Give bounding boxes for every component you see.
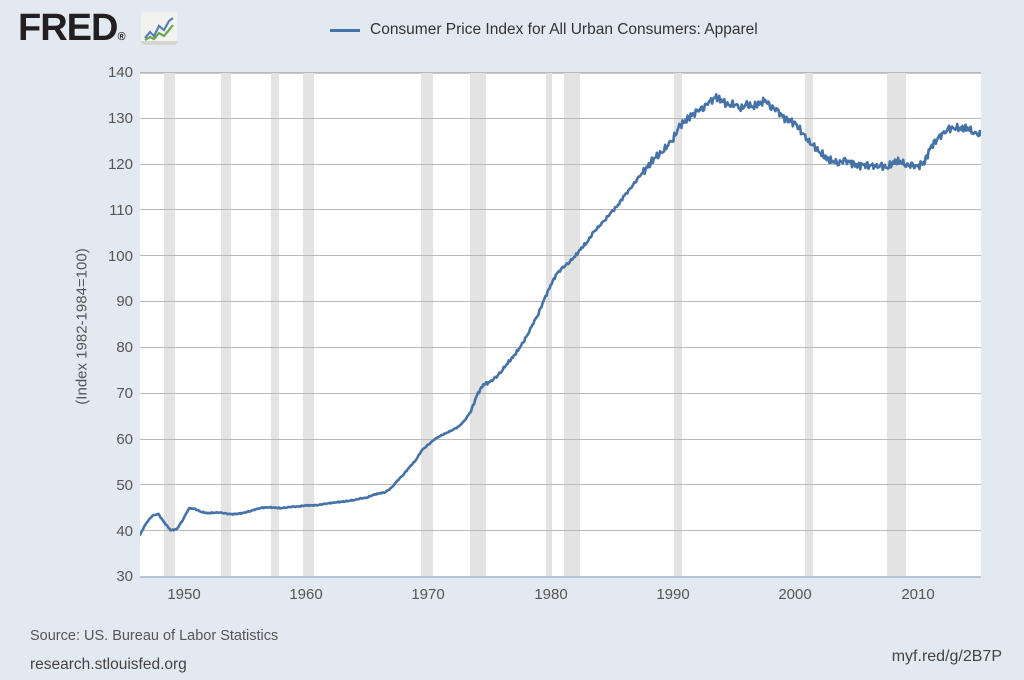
gridline-100 <box>140 255 981 256</box>
plot-background <box>140 72 981 576</box>
gridline-140 <box>140 72 981 73</box>
y-tick-30: 30 <box>116 568 133 585</box>
fred-logo-text: FRED <box>18 7 118 49</box>
legend-color-swatch <box>330 28 360 32</box>
x-tick-2000: 2000 <box>778 586 812 603</box>
source-label: Source: US. Bureau of Labor Statistics <box>30 628 279 644</box>
fred-logo-registered: ® <box>117 31 125 43</box>
recession-band <box>420 72 434 576</box>
chart-footer: Source: US. Bureau of Labor Statistics r… <box>0 620 1024 680</box>
y-axis: (Index 1982-1984=100) 140 130 120 110 10… <box>55 0 134 680</box>
series-line-cpi-apparel <box>140 92 981 537</box>
x-tick-1980: 1980 <box>534 586 568 603</box>
recession-band <box>270 72 279 576</box>
recession-band <box>470 72 487 576</box>
fred-logo: FRED® <box>18 7 126 57</box>
y-tick-140: 140 <box>107 64 133 81</box>
recession-band <box>303 72 314 576</box>
x-axis: 1950 1960 1970 1980 1990 2000 2010 <box>0 586 1024 608</box>
gridline-90 <box>140 301 981 302</box>
short-url-label[interactable]: myf.red/g/2B7P <box>891 648 1002 665</box>
gridline-70 <box>140 393 981 394</box>
y-tick-100: 100 <box>107 248 133 265</box>
y-tick-80: 80 <box>116 339 133 356</box>
recession-band <box>674 72 683 576</box>
gridline-50 <box>140 484 981 485</box>
y-tick-60: 60 <box>116 431 133 448</box>
gridline-80 <box>140 347 981 348</box>
gridline-40 <box>140 530 981 531</box>
y-tick-40: 40 <box>116 523 133 540</box>
x-axis-line <box>140 576 981 578</box>
recession-band <box>805 72 814 576</box>
gridline-110 <box>140 209 981 210</box>
site-label[interactable]: research.stlouisfed.org <box>30 656 187 673</box>
gridline-120 <box>140 164 981 165</box>
y-tick-70: 70 <box>116 385 133 402</box>
gridline-130 <box>140 118 981 119</box>
y-tick-50: 50 <box>116 477 133 494</box>
chart-legend: Consumer Price Index for All Urban Consu… <box>330 20 758 40</box>
legend-series-label: Consumer Price Index for All Urban Consu… <box>370 21 758 38</box>
y-tick-130: 130 <box>107 110 133 127</box>
recession-band <box>163 72 175 576</box>
y-tick-110: 110 <box>109 202 133 219</box>
y-tick-90: 90 <box>116 293 133 310</box>
y-tick-120: 120 <box>107 156 133 173</box>
y-axis-title: (Index 1982-1984=100) <box>73 248 91 405</box>
recession-band <box>220 72 231 576</box>
x-tick-2010: 2010 <box>901 586 935 603</box>
x-tick-1990: 1990 <box>656 586 690 603</box>
recession-band <box>563 72 581 576</box>
x-tick-1960: 1960 <box>289 586 323 603</box>
chart-header: FRED® Consumer Price Index for All Urban… <box>0 0 1024 56</box>
chart-plot-area <box>140 72 981 577</box>
recession-band <box>886 72 907 576</box>
gridline-60 <box>140 439 981 440</box>
x-tick-1950: 1950 <box>167 586 201 603</box>
x-tick-1970: 1970 <box>411 586 445 603</box>
fred-sparkline-mark-icon <box>141 12 177 45</box>
recession-band <box>545 72 552 576</box>
